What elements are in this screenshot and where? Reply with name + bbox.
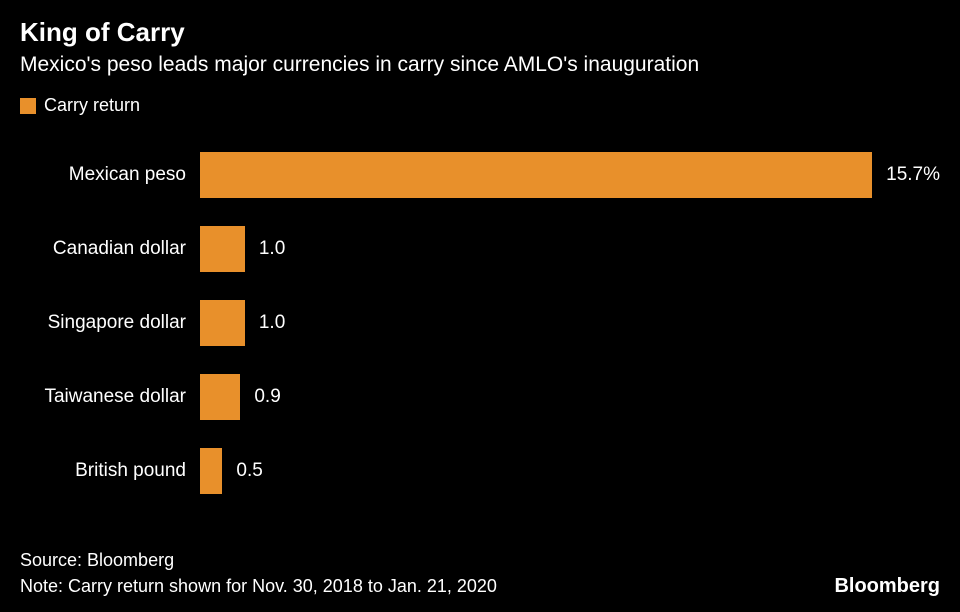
- bar-row: Mexican peso 15.7%: [20, 138, 940, 212]
- category-label: Canadian dollar: [20, 238, 200, 260]
- bar-track: 0.5: [200, 434, 940, 508]
- bar-row: Singapore dollar 1.0: [20, 286, 940, 360]
- category-label: Mexican peso: [20, 164, 200, 186]
- value-label: 0.9: [254, 386, 280, 408]
- legend-label: Carry return: [44, 95, 140, 116]
- chart-container: King of Carry Mexico's peso leads major …: [0, 0, 960, 612]
- bar: [200, 226, 245, 272]
- value-label: 1.0: [259, 312, 285, 334]
- bar: [200, 448, 222, 494]
- legend-swatch-icon: [20, 98, 36, 114]
- value-label: 15.7%: [886, 164, 940, 186]
- bar-track: 1.0: [200, 286, 940, 360]
- bar-track: 15.7%: [200, 138, 940, 212]
- bar-row: Canadian dollar 1.0: [20, 212, 940, 286]
- chart-footer: Source: Bloomberg Note: Carry return sho…: [20, 549, 940, 598]
- category-label: Taiwanese dollar: [20, 386, 200, 408]
- chart-title: King of Carry: [20, 18, 940, 48]
- bar-row: Taiwanese dollar 0.9: [20, 360, 940, 434]
- note-text: Note: Carry return shown for Nov. 30, 20…: [20, 575, 497, 598]
- category-label: Singapore dollar: [20, 312, 200, 334]
- source-text: Source: Bloomberg: [20, 549, 497, 572]
- bar-track: 1.0: [200, 212, 940, 286]
- chart-subtitle: Mexico's peso leads major currencies in …: [20, 52, 940, 77]
- value-label: 0.5: [236, 460, 262, 482]
- bar: [200, 300, 245, 346]
- footer-left: Source: Bloomberg Note: Carry return sho…: [20, 549, 497, 598]
- legend: Carry return: [20, 95, 940, 116]
- bar-row: British pound 0.5: [20, 434, 940, 508]
- bar-track: 0.9: [200, 360, 940, 434]
- brand-label: Bloomberg: [834, 575, 940, 598]
- plot-area: Mexican peso15.7%Canadian dollar1.0Singa…: [20, 138, 940, 541]
- bar: [200, 152, 872, 198]
- value-label: 1.0: [259, 238, 285, 260]
- category-label: British pound: [20, 460, 200, 482]
- bar: [200, 374, 240, 420]
